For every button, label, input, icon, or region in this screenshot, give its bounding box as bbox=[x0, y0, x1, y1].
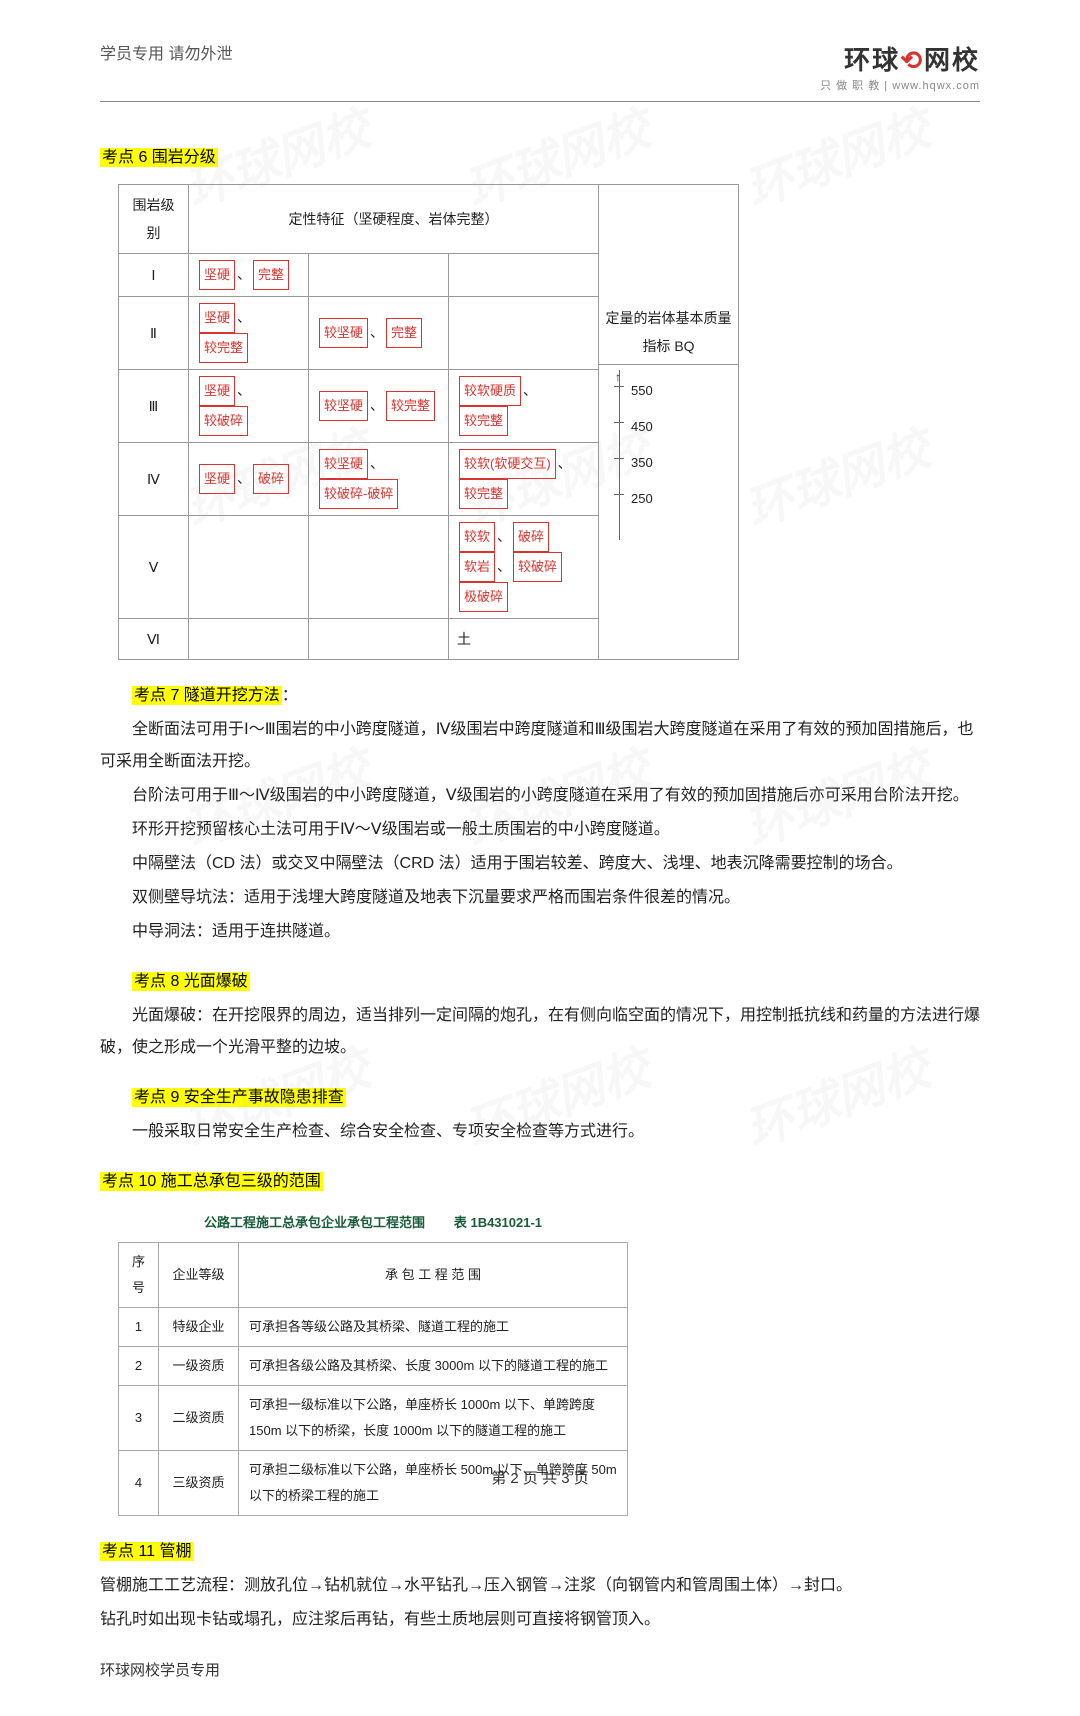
k11-p1: 管棚施工工艺流程：测放孔位→钻机就位→水平钻孔→压入钢管→注浆（向钢管内和管周围… bbox=[100, 1570, 980, 1602]
k11-p2: 钻孔时如出现卡钻或塌孔，应注浆后再钻，有些土质地层则可直接将钢管顶入。 bbox=[100, 1604, 980, 1636]
k7-p2: 台阶法可用于Ⅲ～Ⅳ级围岩的中小跨度隧道，Ⅴ级围岩的小跨度隧道在采用了有效的预加固… bbox=[100, 780, 980, 812]
section-k6: 考点 6 围岩分级 围岩级别定性特征（坚硬程度、岩体完整）定量的岩体基本质量指标… bbox=[100, 142, 980, 660]
k9-p1: 一般采取日常安全生产检查、综合安全检查、专项安全检查等方式进行。 bbox=[100, 1116, 980, 1148]
logo-part1: 环球 bbox=[844, 45, 900, 75]
k11-title: 考点 11 管棚 bbox=[100, 1542, 194, 1561]
k7-colon: ： bbox=[282, 687, 298, 704]
section-k9: 考点 9 安全生产事故隐患排查 一般采取日常安全生产检查、综合安全检查、专项安全… bbox=[100, 1082, 980, 1148]
k6-title: 考点 6 围岩分级 bbox=[100, 148, 218, 167]
k7-p4: 中隔壁法（CD 法）或交叉中隔壁法（CRD 法）适用于围岩较差、跨度大、浅埋、地… bbox=[100, 848, 980, 880]
section-k10: 考点 10 施工总承包三级的范围 公路工程施工总承包企业承包工程范围 表 1B4… bbox=[100, 1166, 980, 1516]
page-footer: 第 2 页 共 3 页 bbox=[0, 1467, 1080, 1488]
k9-title: 考点 9 安全生产事故隐患排查 bbox=[132, 1088, 346, 1107]
logo: 环球⟲网校 只 做 职 教 | www.hqwx.com bbox=[820, 40, 980, 93]
section-k8: 考点 8 光面爆破 光面爆破：在开挖限界的周边，适当排列一定间隔的炮孔，在有侧向… bbox=[100, 966, 980, 1064]
logo-icon: ⟲ bbox=[900, 45, 924, 75]
student-only-text: 环球网校学员专用 bbox=[100, 1656, 980, 1686]
section-k7: 考点 7 隧道开挖方法： 全断面法可用于Ⅰ～Ⅲ围岩的中小跨度隧道，Ⅳ级围岩中跨度… bbox=[100, 680, 980, 948]
logo-subtitle: 只 做 职 教 | www.hqwx.com bbox=[820, 77, 980, 93]
rock-classification-table: 围岩级别定性特征（坚硬程度、岩体完整）定量的岩体基本质量指标 BQ↑550450… bbox=[118, 184, 739, 660]
k7-title: 考点 7 隧道开挖方法 bbox=[132, 686, 282, 705]
k7-p1: 全断面法可用于Ⅰ～Ⅲ围岩的中小跨度隧道，Ⅳ级围岩中跨度隧道和Ⅲ级围岩大跨度隧道在… bbox=[100, 714, 980, 778]
logo-part2: 网校 bbox=[924, 45, 980, 75]
k7-p3: 环形开挖预留核心土法可用于Ⅳ～Ⅴ级围岩或一般土质围岩的中小跨度隧道。 bbox=[100, 814, 980, 846]
k7-p5: 双侧壁导坑法：适用于浅埋大跨度隧道及地表下沉量要求严格而围岩条件很差的情况。 bbox=[100, 882, 980, 914]
header-left-text: 学员专用 请勿外泄 bbox=[100, 40, 232, 64]
k7-p6: 中导洞法：适用于连拱隧道。 bbox=[100, 916, 980, 948]
k10-title: 考点 10 施工总承包三级的范围 bbox=[100, 1172, 323, 1191]
page-header: 学员专用 请勿外泄 环球⟲网校 只 做 职 教 | www.hqwx.com bbox=[100, 40, 980, 102]
k8-p1: 光面爆破：在开挖限界的周边，适当排列一定间隔的炮孔，在有侧向临空面的情况下，用控… bbox=[100, 1000, 980, 1064]
k8-title: 考点 8 光面爆破 bbox=[132, 972, 250, 991]
section-k11: 考点 11 管棚 管棚施工工艺流程：测放孔位→钻机就位→水平钻孔→压入钢管→注浆… bbox=[100, 1536, 980, 1636]
